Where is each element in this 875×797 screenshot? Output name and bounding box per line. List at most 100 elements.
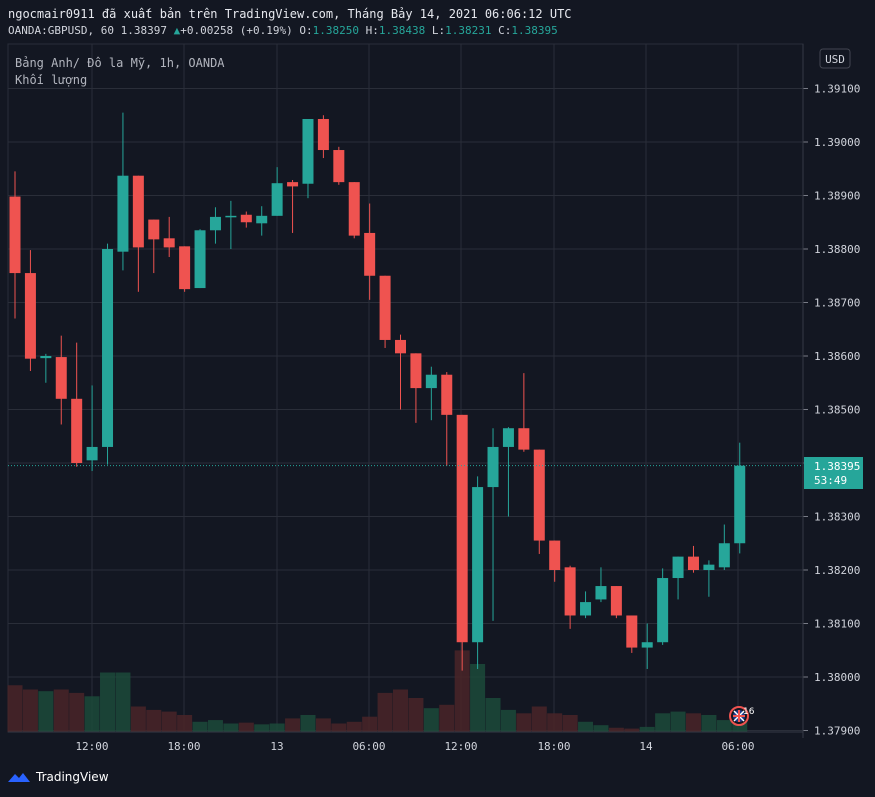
candle[interactable] [86,385,98,472]
candle[interactable] [441,372,453,466]
volume-bar [22,689,38,732]
candle[interactable] [240,211,252,228]
candle[interactable] [425,366,437,421]
candle[interactable] [287,179,299,233]
volume-bar [547,713,563,732]
candle[interactable] [194,229,206,289]
candle-body [271,183,283,216]
volume-bar [223,723,239,732]
candle[interactable] [487,428,499,621]
candle[interactable] [102,243,114,465]
candle[interactable] [256,206,268,236]
candle[interactable] [580,591,592,619]
time-tick-label: 14 [639,740,653,753]
candle[interactable] [687,545,699,573]
volume-bar [377,692,393,732]
candle[interactable] [24,250,36,371]
candle[interactable] [225,200,237,249]
time-tick-label: 18:00 [537,740,570,753]
candle-body [441,374,453,415]
candle[interactable] [734,442,746,554]
price-tick-label: 1.38300 [814,511,860,524]
candle[interactable] [703,560,715,597]
volume-bar [578,721,594,732]
uk-flag-icon [733,710,745,722]
price-tick-label: 1.38100 [814,618,860,631]
candle[interactable] [9,171,21,319]
candle[interactable] [502,427,514,517]
candle-body [580,602,592,616]
legend-title: Bảng Anh/ Đô la Mỹ, 1h, OANDA [15,56,225,70]
candle-body [364,232,376,276]
volume-bar [346,721,362,732]
candle[interactable] [564,565,576,629]
event-count: 16 [743,707,755,717]
candles[interactable] [9,112,746,671]
candle-body [55,357,67,399]
candle-body [71,398,83,463]
ohlc-header: OANDA:GBPUSD, 60 1.38397 ▲+0.00258 (+0.1… [8,24,558,37]
candle[interactable] [179,246,191,292]
candle[interactable] [333,146,345,185]
candle[interactable] [148,219,160,274]
candle[interactable] [40,353,52,383]
candle[interactable] [595,567,607,603]
candle-body [472,487,484,643]
candle[interactable] [55,335,67,425]
candle-body [132,175,144,248]
volume-bar [516,713,532,732]
candle-body [626,615,638,648]
volume-bar [53,689,69,732]
low-label: L: [431,24,446,37]
candle[interactable] [641,623,653,669]
candle[interactable] [379,275,391,348]
candle[interactable] [518,373,530,452]
candle[interactable] [718,524,730,570]
candle[interactable] [348,182,360,239]
volume-bar [300,715,316,732]
candle[interactable] [672,556,684,600]
tradingview-logo[interactable]: TradingView [8,770,109,784]
volume-bar [608,727,624,732]
time-axis[interactable]: 12:00 18:00 13 06:00 12:00 18:00 14 06:00 [8,731,803,753]
low-value: 1.38231 [445,24,492,37]
candle[interactable] [410,353,422,423]
candle[interactable] [657,568,669,645]
candle[interactable] [302,118,314,199]
candle[interactable] [317,115,329,159]
candle[interactable] [163,216,175,258]
price-tick-label: 1.38000 [814,671,860,684]
volume-bar [315,718,331,732]
volume-bar [655,713,671,732]
candle[interactable] [456,414,468,671]
price-axis[interactable]: 1.39100 1.39000 1.38900 1.38800 1.38700 1.386… [802,44,860,738]
volume-bar [716,720,732,732]
candle[interactable] [533,449,545,554]
candle[interactable] [395,334,406,410]
currency-button[interactable]: USD [819,48,851,69]
candle[interactable] [71,342,83,467]
candle-body [333,150,345,183]
time-tick-label: 12:00 [75,740,108,753]
candle[interactable] [472,476,484,669]
candle-body [564,567,576,616]
price-tick-label: 1.38900 [814,190,860,203]
volume-bar [454,650,470,732]
volume-bar [285,718,301,732]
candle[interactable] [364,203,376,300]
candle[interactable] [549,540,561,582]
volume-bar [238,722,254,732]
event-marker[interactable]: 16 [729,706,755,726]
candle[interactable] [271,167,283,216]
candle[interactable] [117,112,129,271]
volume-bar [254,724,270,732]
candle[interactable] [626,615,638,653]
candle[interactable] [132,175,144,292]
candle-body [86,446,98,461]
candle-body [502,428,514,447]
candle[interactable] [209,207,221,244]
candle-body [117,175,129,252]
plot-area[interactable] [7,43,804,733]
candle[interactable] [610,586,622,619]
